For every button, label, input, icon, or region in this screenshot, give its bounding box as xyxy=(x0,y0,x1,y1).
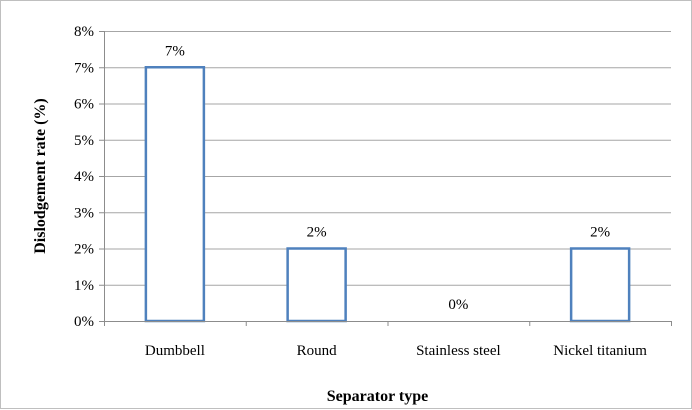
y-tick-labels: 0% 1% 2% 3% 4% 5% 6% 7% 8% xyxy=(74,24,104,330)
data-label: 2% xyxy=(307,225,327,241)
y-tick-label: 8% xyxy=(74,24,94,40)
bars xyxy=(144,66,631,323)
data-labels: 7% 2% 0% 2% xyxy=(165,43,610,313)
y-tick-label: 0% xyxy=(74,314,94,330)
x-tick-label: Round xyxy=(297,343,338,359)
data-label: 7% xyxy=(165,43,185,59)
bar xyxy=(569,247,631,323)
y-tick-label: 6% xyxy=(74,97,94,113)
data-label: 2% xyxy=(590,225,610,241)
y-tick-label: 4% xyxy=(74,169,94,185)
y-tick-label: 1% xyxy=(74,278,94,294)
x-tick-labels: Dumbbell Round Stainless steel Nickel titan… xyxy=(104,321,672,359)
x-tick-label: Dumbbell xyxy=(145,343,205,359)
y-tick-label: 2% xyxy=(74,242,94,258)
bar xyxy=(144,66,206,323)
data-label: 0% xyxy=(448,297,468,313)
y-tick-label: 5% xyxy=(74,133,94,149)
axes xyxy=(99,31,671,322)
x-tick-label: Stainless steel xyxy=(416,343,501,359)
y-axis-title: Dislodgement rate (%) xyxy=(32,98,49,254)
x-tick-label: Nickel titanium xyxy=(553,343,647,359)
x-axis-title: Separator type xyxy=(327,388,428,405)
y-tick-label: 7% xyxy=(74,60,94,76)
y-tick-label: 3% xyxy=(74,205,94,221)
bar xyxy=(286,247,347,323)
